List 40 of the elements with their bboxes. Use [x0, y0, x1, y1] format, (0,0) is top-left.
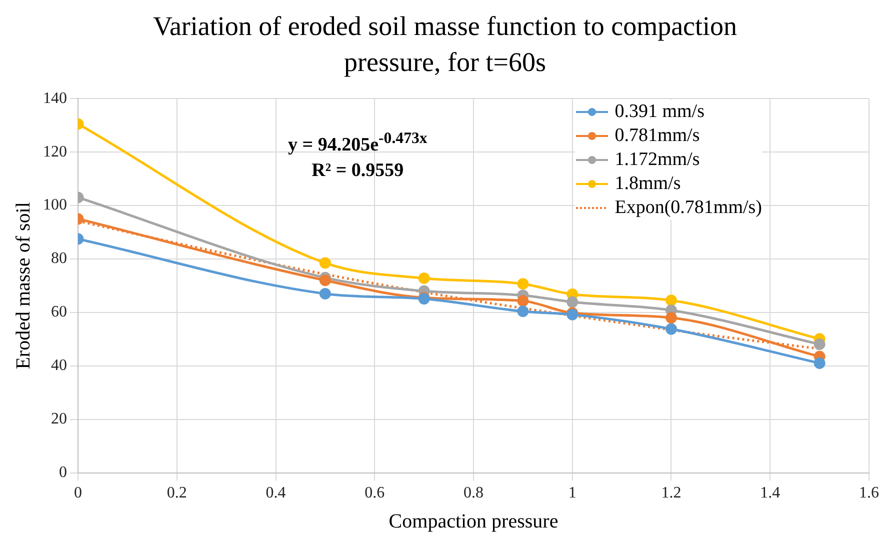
point — [319, 274, 331, 286]
x-tick-label: 1.6 — [859, 484, 879, 502]
y-tick-label: 100 — [43, 196, 67, 214]
x-tick-label: 1 — [568, 484, 576, 502]
legend-label: 1.172mm/s — [614, 148, 700, 172]
point — [566, 296, 578, 308]
point — [319, 257, 331, 269]
point — [319, 288, 331, 300]
point — [517, 295, 529, 307]
point — [517, 306, 529, 318]
point — [666, 294, 677, 306]
x-tick-label: 0.2 — [166, 484, 187, 502]
point — [814, 357, 826, 369]
x-tick-label: 0.8 — [464, 484, 484, 502]
y-tick-label: 140 — [43, 90, 67, 107]
legend-label: 1.8mm/s — [614, 172, 681, 196]
annotation: R² = 0.9559 — [310, 159, 405, 184]
x-axis-title: Compaction pressure — [388, 510, 558, 532]
point — [666, 312, 677, 324]
chart-title: Variation of eroded soil masse function to compaction pressure, for t=60s — [152, 10, 738, 79]
x-tick-label: 0.4 — [266, 484, 286, 502]
point — [418, 272, 430, 284]
x-tick-label: 0.6 — [364, 484, 385, 502]
y-tick-label: 60 — [51, 304, 67, 321]
point — [666, 323, 677, 335]
y-tick-label: 40 — [51, 357, 67, 374]
x-tick-label: 1.4 — [760, 484, 780, 502]
point — [517, 278, 529, 290]
x-tick-label: 0 — [74, 484, 82, 502]
x-tick-label: 1.2 — [661, 484, 682, 502]
annotation: y = 94.205e$^{-0.473x}$ — [288, 129, 428, 158]
y-tick-label: 20 — [51, 410, 67, 428]
y-tick-label: 120 — [43, 143, 67, 160]
legend-label: Expon(0.781mm/s) — [614, 196, 762, 220]
legend-label: 0.781mm/s — [614, 124, 700, 148]
y-tick-label: 0 — [59, 464, 67, 482]
y-tick-label: 80 — [51, 250, 67, 268]
point — [814, 338, 826, 350]
y-axis-title: Eroded masse of soil — [12, 202, 34, 370]
legend-label: 0.391 mm/s — [614, 100, 704, 124]
